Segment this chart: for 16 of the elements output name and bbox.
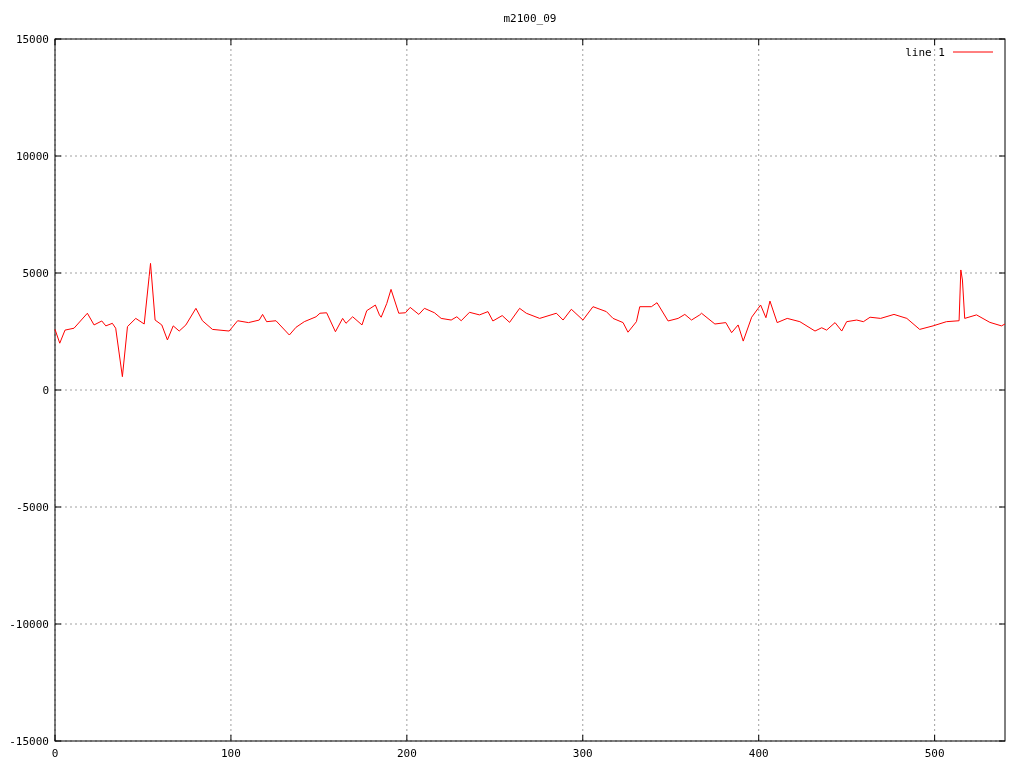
y-tick-label: -10000 xyxy=(9,618,49,631)
x-tick-label: 500 xyxy=(924,747,945,760)
legend-label: line 1 xyxy=(905,46,945,59)
y-tick-label: 15000 xyxy=(15,33,49,46)
line-series xyxy=(54,262,1006,378)
x-tick-label: 300 xyxy=(572,747,593,760)
y-tick-label: -15000 xyxy=(9,735,49,748)
x-tick-label: 200 xyxy=(396,747,417,760)
x-tick-label: 100 xyxy=(220,747,241,760)
y-tick-label: 0 xyxy=(42,384,49,397)
x-tick-label: 0 xyxy=(51,747,59,760)
chart-title: m2100_09 xyxy=(503,12,557,25)
y-tick-label: -5000 xyxy=(15,501,49,514)
y-tick-label: 5000 xyxy=(22,267,49,280)
x-tick-label: 400 xyxy=(748,747,769,760)
y-tick-label: 10000 xyxy=(15,150,49,163)
